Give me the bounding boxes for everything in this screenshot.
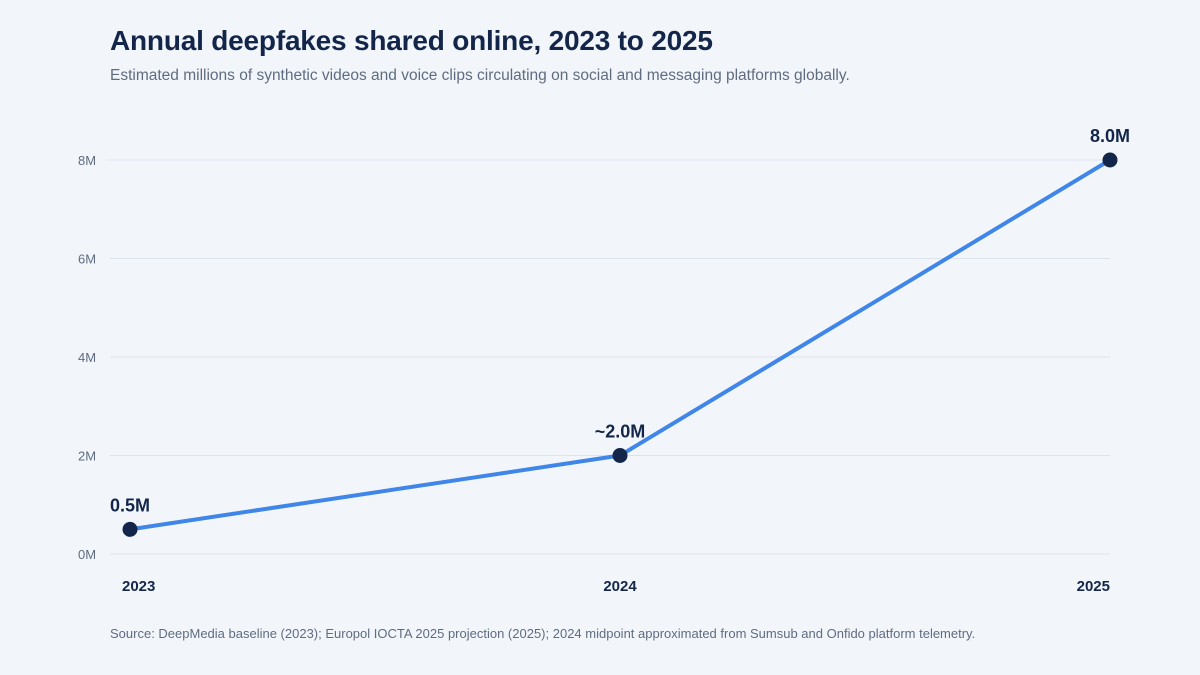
x-tick-label: 2025	[1077, 578, 1110, 595]
chart-subtitle: Estimated millions of synthetic videos a…	[110, 67, 850, 84]
x-axis-ticks: 2023 2024 2025	[122, 578, 1110, 595]
data-labels: 0.5M ~2.0M 8.0M	[110, 126, 1130, 515]
data-label: 0.5M	[110, 495, 150, 515]
chart-source-note: Source: DeepMedia baseline (2023); Europ…	[110, 626, 976, 641]
chart-title: Annual deepfakes shared online, 2023 to …	[110, 25, 713, 56]
data-label: 8.0M	[1090, 126, 1130, 146]
y-axis-ticks: 0M 2M 4M 6M 8M	[78, 153, 96, 562]
x-tick-label: 2023	[122, 578, 155, 595]
data-label: ~2.0M	[595, 422, 646, 442]
data-point	[612, 448, 628, 463]
y-tick-label: 2M	[78, 449, 96, 464]
y-tick-label: 6M	[78, 252, 96, 267]
data-point	[1102, 152, 1118, 168]
data-point	[122, 521, 138, 537]
x-tick-label: 2024	[603, 578, 637, 595]
series-layer	[122, 152, 1118, 537]
series-line	[128, 158, 1112, 532]
y-tick-label: 4M	[78, 350, 96, 365]
y-tick-label: 8M	[78, 153, 96, 168]
y-tick-label: 0M	[78, 547, 96, 562]
gridlines	[110, 159, 1110, 555]
